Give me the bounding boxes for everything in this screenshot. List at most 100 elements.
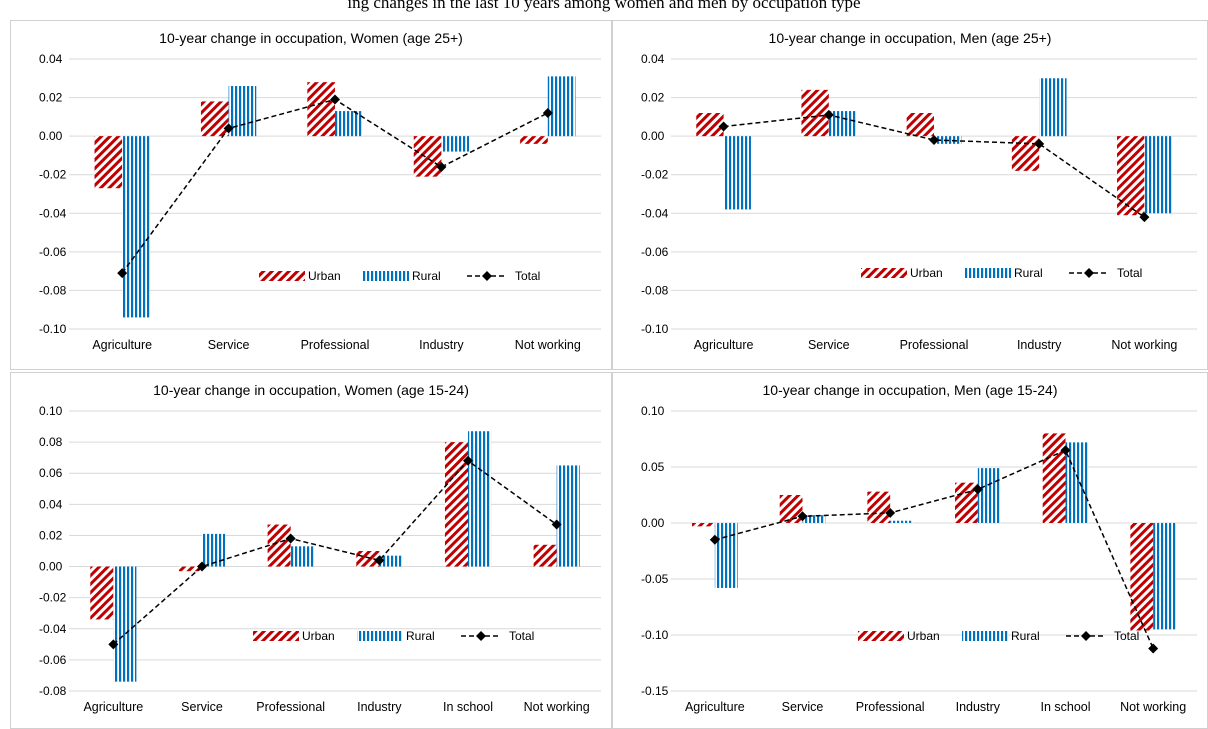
bar-urban-industry <box>413 136 442 177</box>
y-tick-label: -0.02 <box>39 591 67 605</box>
chart-panel-women-15-24: 10-year change in occupation, Women (age… <box>10 372 612 729</box>
x-tick-label-industry: Industry <box>357 700 402 714</box>
legend-swatch-urban <box>858 631 904 641</box>
line-total <box>112 459 558 645</box>
x-tick-label-industry: Industry <box>956 700 1001 714</box>
legend-marker-total <box>476 631 486 641</box>
legend-label-urban: Urban <box>910 266 943 280</box>
y-tick-label: -0.10 <box>641 322 669 336</box>
bar-rural-not-working <box>1153 523 1176 630</box>
x-tick-label-agriculture: Agriculture <box>92 338 152 352</box>
legend-label-urban: Urban <box>302 629 335 643</box>
bar-rural-agriculture <box>723 136 751 210</box>
chart-women-25plus: 10-year change in occupation, Women (age… <box>39 30 601 352</box>
bar-rural-industry <box>379 555 403 567</box>
bar-rural-service <box>202 533 226 567</box>
point-total-agriculture <box>709 534 720 545</box>
legend-swatch-rural <box>357 631 403 641</box>
bar-urban-in-school <box>444 442 468 567</box>
y-tick-label: -0.06 <box>641 245 669 259</box>
point-total-not-working <box>551 519 562 530</box>
bar-urban-professional <box>906 113 934 137</box>
legend-swatch-urban <box>861 268 907 278</box>
y-tick-label: 0.04 <box>39 52 63 66</box>
x-tick-label-not-working: Not working <box>515 338 581 352</box>
bar-rural-professional <box>335 111 363 137</box>
y-tick-label: 0.02 <box>39 91 63 105</box>
bar-rural-not-working <box>547 76 576 137</box>
bar-urban-agriculture <box>90 566 114 620</box>
y-tick-label: -0.08 <box>641 283 669 297</box>
x-tick-label-not-working: Not working <box>524 700 590 714</box>
legend-label-total: Total <box>1117 266 1142 280</box>
y-tick-label: 0.04 <box>641 52 665 66</box>
x-tick-label-agriculture: Agriculture <box>694 338 754 352</box>
legend-marker-total <box>1084 268 1094 278</box>
point-total-agriculture <box>718 121 729 132</box>
x-tick-label-industry: Industry <box>419 338 464 352</box>
chart-women-15-24: 10-year change in occupation, Women (age… <box>39 382 601 714</box>
point-total-service <box>797 511 808 522</box>
legend-marker-total <box>1081 631 1091 641</box>
legend: Urban Rural Total <box>259 269 540 283</box>
legend-swatch-rural <box>363 271 409 281</box>
y-tick-label: -0.10 <box>641 628 669 642</box>
x-tick-label-in-school: In school <box>1040 700 1090 714</box>
y-tick-label: -0.10 <box>39 322 67 336</box>
y-tick-label: 0.10 <box>39 404 63 418</box>
bar-rural-agriculture <box>113 566 137 682</box>
legend-label-rural: Rural <box>406 629 435 643</box>
legend-label-total: Total <box>515 269 540 283</box>
x-tick-label-service: Service <box>208 338 250 352</box>
y-tick-label: -0.06 <box>39 245 67 259</box>
bar-urban-not-working <box>520 136 548 144</box>
point-total-agriculture <box>108 639 119 650</box>
bar-urban-service <box>779 495 803 523</box>
legend: Urban Rural Total <box>858 629 1139 643</box>
bar-rural-service <box>802 515 826 523</box>
point-total-professional <box>929 135 939 145</box>
legend: Urban Rural Total <box>861 266 1142 280</box>
legend-swatch-rural <box>962 631 1008 641</box>
bar-rural-industry <box>977 468 1001 523</box>
chart-title: 10-year change in occupation, Men (age 2… <box>769 30 1052 46</box>
point-total-in-school <box>463 455 473 466</box>
point-total-professional <box>285 533 296 544</box>
figure-heading-text: ing changes in the last 10 years among w… <box>347 0 861 12</box>
y-tick-label: -0.04 <box>641 206 669 220</box>
legend-label-rural: Rural <box>412 269 441 283</box>
y-tick-label: -0.08 <box>39 684 67 698</box>
y-tick-label: -0.15 <box>641 684 669 698</box>
x-tick-label-industry: Industry <box>1017 338 1062 352</box>
y-tick-label: 0.02 <box>39 528 63 542</box>
chart-panel-women-25plus: 10-year change in occupation, Women (age… <box>10 20 612 370</box>
bar-rural-not-working <box>556 465 580 567</box>
legend-label-urban: Urban <box>308 269 341 283</box>
bar-urban-professional <box>307 82 335 137</box>
bar-urban-agriculture <box>696 113 724 137</box>
bar-rural-professional <box>890 520 913 523</box>
legend: Urban Rural Total <box>253 629 534 643</box>
point-total-not-working <box>1148 643 1159 654</box>
point-total-service <box>197 561 207 572</box>
y-tick-label: 0.10 <box>641 404 665 418</box>
bar-rural-not-working <box>1144 136 1172 214</box>
y-tick-label: -0.02 <box>39 168 67 182</box>
x-tick-label-agriculture: Agriculture <box>83 700 143 714</box>
y-tick-label: 0.04 <box>39 497 63 511</box>
point-total-industry <box>436 162 447 172</box>
chart-panel-men-25plus: 10-year change in occupation, Men (age 2… <box>612 20 1208 370</box>
bar-rural-industry <box>1039 78 1067 137</box>
y-tick-label: 0.05 <box>641 460 665 474</box>
y-tick-label: -0.06 <box>39 653 67 667</box>
y-tick-label: -0.08 <box>39 283 67 297</box>
point-total-industry <box>972 484 983 495</box>
x-tick-label-service: Service <box>782 700 824 714</box>
legend-swatch-urban <box>253 631 299 641</box>
bar-urban-agriculture <box>94 136 123 189</box>
legend-swatch-rural <box>965 268 1011 278</box>
bar-urban-not-working <box>533 544 557 567</box>
x-tick-label-professional: Professional <box>301 338 370 352</box>
legend-label-urban: Urban <box>907 629 940 643</box>
legend-label-rural: Rural <box>1014 266 1043 280</box>
